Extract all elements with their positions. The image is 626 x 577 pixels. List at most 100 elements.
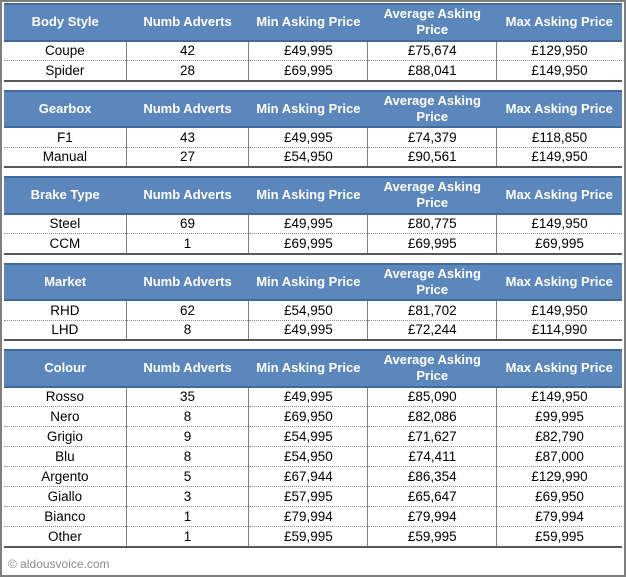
- summary-table-body-style: Body Style Numb Adverts Min Asking Price Av…: [4, 3, 622, 82]
- header-row: Brake Type Numb Adverts Min Asking Price Av…: [4, 176, 622, 215]
- table-row: RHD 62 £54,950 £81,702 £149,950: [4, 300, 622, 321]
- header-row: Market Numb Adverts Min Asking Price Averag…: [4, 262, 622, 301]
- value-cell: £57,995: [248, 486, 368, 507]
- value-cell: 1: [125, 506, 249, 527]
- value-cell: 9: [125, 426, 249, 447]
- value-cell: 1: [125, 233, 249, 255]
- column-header: Numb Adverts: [126, 262, 249, 301]
- value-cell: £99,995: [496, 406, 622, 427]
- row-label-cell: Nero: [4, 406, 127, 427]
- column-header: Numb Adverts: [126, 176, 249, 215]
- table-row: Giallo 3 £57,995 £65,647 £69,950: [4, 486, 622, 507]
- footer-bar: © aldousvoice.com: [2, 554, 624, 575]
- table-row: Grigio 9 £54,995 £71,627 £82,790: [4, 426, 622, 447]
- value-cell: £88,041: [367, 60, 497, 82]
- value-cell: £49,995: [248, 320, 368, 341]
- row-label-cell: Argento: [4, 466, 127, 487]
- value-cell: £79,994: [367, 506, 497, 527]
- value-cell: £69,995: [496, 233, 622, 255]
- value-cell: £72,244: [367, 320, 497, 341]
- value-cell: 42: [125, 40, 249, 61]
- value-cell: 27: [125, 147, 249, 168]
- value-cell: 1: [125, 526, 249, 548]
- value-cell: £59,995: [496, 526, 622, 548]
- column-header: Average Asking Price: [367, 349, 497, 388]
- table-row: Rosso 35 £49,995 £85,090 £149,950: [4, 386, 622, 407]
- header-row: Body Style Numb Adverts Min Asking Price Av…: [4, 3, 622, 42]
- value-cell: £79,994: [496, 506, 622, 527]
- value-cell: £74,411: [367, 446, 497, 467]
- value-cell: £71,627: [367, 426, 497, 447]
- value-cell: £149,950: [496, 386, 622, 407]
- row-label-cell: F1: [4, 127, 127, 148]
- table-row: Manual 27 £54,950 £90,561 £149,950: [4, 147, 622, 168]
- column-header: Min Asking Price: [248, 262, 368, 301]
- value-cell: 8: [125, 320, 249, 341]
- category-header: Gearbox: [4, 89, 127, 128]
- value-cell: £65,647: [367, 486, 497, 507]
- table-row: Other 1 £59,995 £59,995 £59,995: [4, 526, 622, 548]
- summary-table-market: Market Numb Adverts Min Asking Price Averag…: [4, 262, 622, 341]
- value-cell: £69,995: [367, 233, 497, 255]
- value-cell: £54,950: [248, 300, 368, 321]
- table-row: Spider 28 £69,995 £88,041 £149,950: [4, 60, 622, 82]
- value-cell: £54,995: [248, 426, 368, 447]
- value-cell: 69: [125, 213, 249, 234]
- column-header: Average Asking Price: [367, 176, 497, 215]
- summary-table-brake-type: Brake Type Numb Adverts Min Asking Price Av…: [4, 176, 622, 255]
- value-cell: £75,674: [367, 40, 497, 61]
- column-header: Min Asking Price: [248, 176, 368, 215]
- row-label-cell: Grigio: [4, 426, 127, 447]
- category-header: Market: [4, 262, 127, 301]
- row-label-cell: Coupe: [4, 40, 127, 61]
- value-cell: £59,995: [248, 526, 368, 548]
- table-row: LHD 8 £49,995 £72,244 £114,990: [4, 320, 622, 341]
- column-header: Max Asking Price: [496, 349, 622, 388]
- column-header: Min Asking Price: [248, 3, 368, 42]
- category-header: Colour: [4, 349, 127, 388]
- value-cell: 3: [125, 486, 249, 507]
- value-cell: £85,090: [367, 386, 497, 407]
- column-header: Average Asking Price: [367, 89, 497, 128]
- row-label-cell: Giallo: [4, 486, 127, 507]
- value-cell: £49,995: [248, 40, 368, 61]
- value-cell: £69,950: [248, 406, 368, 427]
- row-label-cell: LHD: [4, 320, 127, 341]
- value-cell: £49,995: [248, 386, 368, 407]
- value-cell: 35: [125, 386, 249, 407]
- row-label-cell: Steel: [4, 213, 127, 234]
- column-header: Average Asking Price: [367, 262, 497, 301]
- table-row: Coupe 42 £49,995 £75,674 £129,950: [4, 40, 622, 61]
- value-cell: £149,950: [496, 147, 622, 168]
- header-row: Colour Numb Adverts Min Asking Price Averag…: [4, 349, 622, 388]
- column-header: Max Asking Price: [496, 176, 622, 215]
- row-label-cell: RHD: [4, 300, 127, 321]
- table-row: Bianco 1 £79,994 £79,994 £79,994: [4, 506, 622, 527]
- column-header: Max Asking Price: [496, 89, 622, 128]
- column-header: Min Asking Price: [248, 349, 368, 388]
- value-cell: £54,950: [248, 147, 368, 168]
- value-cell: 43: [125, 127, 249, 148]
- table-row: F1 43 £49,995 £74,379 £118,850: [4, 127, 622, 148]
- value-cell: 8: [125, 406, 249, 427]
- row-label-cell: Bianco: [4, 506, 127, 527]
- row-label-cell: Spider: [4, 60, 127, 82]
- value-cell: £90,561: [367, 147, 497, 168]
- value-cell: £118,850: [496, 127, 622, 148]
- value-cell: £82,790: [496, 426, 622, 447]
- value-cell: £79,994: [248, 506, 368, 527]
- value-cell: 8: [125, 446, 249, 467]
- row-label-cell: CCM: [4, 233, 127, 255]
- column-header: Min Asking Price: [248, 89, 368, 128]
- value-cell: £49,995: [248, 127, 368, 148]
- header-row: Gearbox Numb Adverts Min Asking Price Avera…: [4, 89, 622, 128]
- value-cell: £149,950: [496, 60, 622, 82]
- value-cell: £69,995: [248, 60, 368, 82]
- tables-container: Body Style Numb Adverts Min Asking Price Av…: [2, 2, 624, 554]
- table-row: Nero 8 £69,950 £82,086 £99,995: [4, 406, 622, 427]
- column-header: Average Asking Price: [367, 3, 497, 42]
- row-label-cell: Rosso: [4, 386, 127, 407]
- column-header: Numb Adverts: [126, 89, 249, 128]
- value-cell: £129,950: [496, 40, 622, 61]
